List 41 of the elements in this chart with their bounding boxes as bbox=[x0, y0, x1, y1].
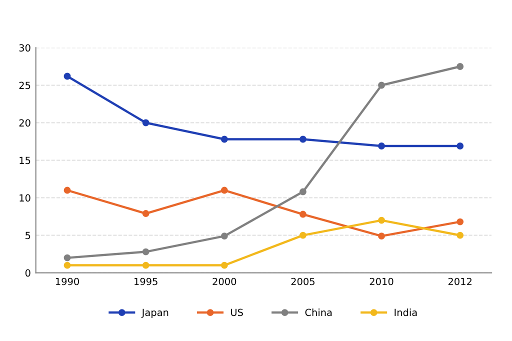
point bbox=[378, 216, 385, 224]
y-tick-label: 10 bbox=[20, 194, 30, 202]
legend-label: India bbox=[394, 308, 417, 316]
point bbox=[299, 136, 306, 143]
point bbox=[299, 210, 306, 218]
x-tick-label: 1990 bbox=[56, 278, 79, 286]
legend-label: US bbox=[231, 308, 243, 316]
x-tick-label: 2000 bbox=[212, 278, 236, 286]
point bbox=[456, 218, 464, 226]
y-tick-label: 20 bbox=[19, 119, 30, 127]
point bbox=[456, 63, 464, 70]
point bbox=[456, 142, 464, 150]
x-tick-label: 2012 bbox=[448, 278, 472, 286]
point bbox=[378, 82, 385, 89]
point bbox=[299, 232, 306, 239]
point bbox=[142, 210, 150, 218]
point bbox=[142, 262, 150, 269]
point bbox=[378, 142, 385, 150]
point bbox=[220, 186, 228, 194]
point bbox=[64, 262, 71, 269]
x-tick-label: 2010 bbox=[370, 278, 394, 286]
point bbox=[299, 188, 306, 196]
point bbox=[142, 119, 150, 126]
point bbox=[64, 186, 71, 194]
point bbox=[220, 232, 228, 240]
y-tick-label: 25 bbox=[19, 82, 30, 90]
point bbox=[456, 232, 464, 239]
point bbox=[378, 232, 385, 240]
y-tick-label: 0 bbox=[25, 269, 30, 277]
legend-label: China bbox=[305, 308, 332, 316]
x-tick-label: 1995 bbox=[134, 278, 158, 286]
point bbox=[220, 262, 228, 269]
x-tick-label: 2005 bbox=[291, 278, 314, 286]
point bbox=[64, 72, 71, 80]
point bbox=[142, 248, 150, 256]
y-tick-label: 5 bbox=[26, 232, 30, 240]
legend-label: Japan bbox=[141, 308, 168, 318]
y-tick-label: 15 bbox=[20, 156, 30, 164]
y-tick-label: 30 bbox=[19, 44, 30, 52]
point bbox=[64, 254, 71, 262]
point bbox=[220, 136, 228, 143]
